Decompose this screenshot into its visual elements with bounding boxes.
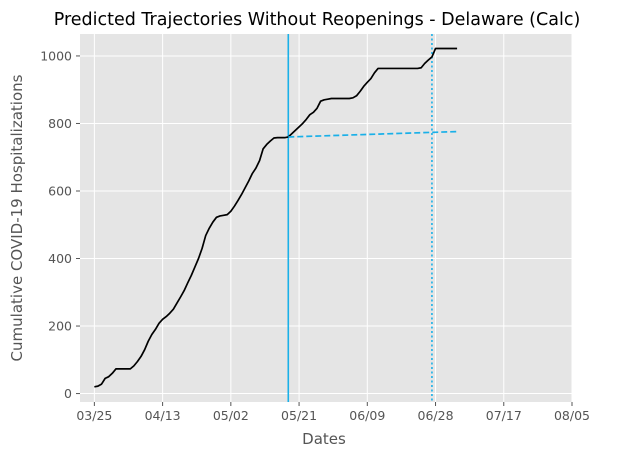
y-tick-label: 200 — [48, 319, 72, 334]
x-tick-label: 05/21 — [281, 408, 317, 423]
y-axis-ticks: 0 200 400 600 800 1000 — [40, 48, 80, 401]
y-tick-label: 1000 — [40, 48, 72, 63]
vertical-markers — [287, 34, 433, 402]
y-tick-label: 600 — [48, 183, 72, 198]
x-tick-label: 06/09 — [349, 408, 385, 423]
y-axis-label: Cumulative COVID-19 Hospitalizations — [8, 74, 26, 361]
x-tick-label: 08/05 — [554, 408, 590, 423]
x-tick-label: 07/17 — [486, 408, 522, 423]
y-tick-label: 400 — [48, 251, 72, 266]
x-tick-label: 05/02 — [213, 408, 249, 423]
y-tick-label: 800 — [48, 116, 72, 131]
observed-cumulative-line — [94, 47, 458, 388]
plot-area — [80, 34, 572, 402]
series-layer — [94, 47, 458, 388]
projected-trajectory-line — [288, 130, 458, 138]
x-axis-ticks: 03/25 04/13 05/02 05/21 06/09 06/28 07/17 08/05 — [76, 402, 590, 423]
x-axis-label: Dates — [302, 430, 346, 448]
x-tick-label: 03/25 — [76, 408, 112, 423]
x-tick-label: 06/28 — [418, 408, 454, 423]
grid — [80, 34, 573, 402]
y-tick-label: 0 — [64, 386, 72, 401]
chart-title: Predicted Trajectories Without Reopening… — [54, 10, 581, 30]
x-tick-label: 04/13 — [145, 408, 181, 423]
